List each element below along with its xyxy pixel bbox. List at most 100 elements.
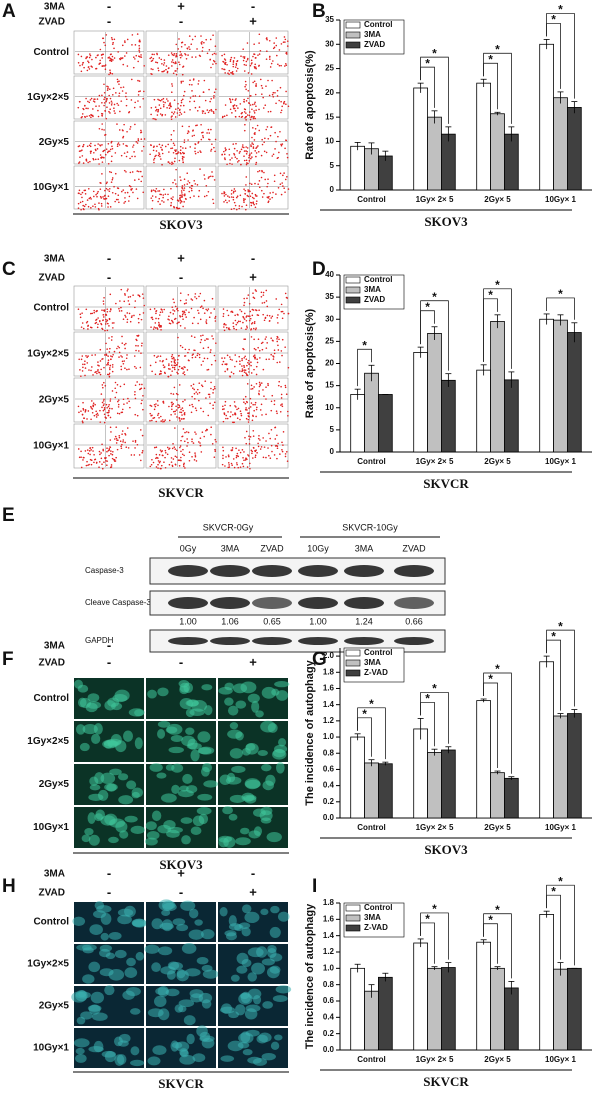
event-dot xyxy=(274,132,276,134)
event-dot xyxy=(266,196,268,198)
event-dot xyxy=(266,58,268,60)
lane-label: 0Gy xyxy=(180,543,197,553)
event-dot xyxy=(95,371,97,373)
event-dot xyxy=(180,202,182,204)
event-dot xyxy=(200,319,202,321)
event-dot xyxy=(249,463,251,465)
event-dot xyxy=(247,195,249,197)
event-dot xyxy=(225,324,227,326)
event-dot xyxy=(109,351,111,353)
event-dot xyxy=(97,54,99,56)
event-dot xyxy=(89,450,91,452)
event-dot xyxy=(204,80,206,82)
event-dot xyxy=(194,393,196,395)
image-tile xyxy=(146,986,216,1026)
event-dot xyxy=(277,445,279,447)
event-dot xyxy=(96,416,98,418)
image-tile xyxy=(74,76,145,120)
event-dot xyxy=(178,61,180,63)
bar xyxy=(351,394,365,452)
cell xyxy=(235,837,251,845)
event-dot xyxy=(197,393,199,395)
event-dot xyxy=(174,111,176,113)
event-dot xyxy=(182,185,184,187)
event-dot xyxy=(119,310,121,312)
event-dot xyxy=(116,442,118,444)
event-dot xyxy=(119,111,121,113)
event-dot xyxy=(262,314,264,316)
event-dot xyxy=(138,45,140,47)
event-dot xyxy=(109,112,111,114)
event-dot xyxy=(140,460,142,462)
treatment-name: ZVAD xyxy=(39,273,65,284)
event-dot xyxy=(171,134,173,136)
event-dot xyxy=(237,453,239,455)
event-dot xyxy=(119,437,121,439)
event-dot xyxy=(155,327,157,329)
cell xyxy=(186,708,195,717)
event-dot xyxy=(118,406,120,408)
event-dot xyxy=(108,455,110,457)
event-dot xyxy=(262,144,264,146)
event-dot xyxy=(152,417,154,419)
event-dot xyxy=(283,172,285,174)
event-dot xyxy=(173,130,175,132)
cell xyxy=(158,946,172,955)
event-dot xyxy=(246,151,248,153)
event-dot xyxy=(179,112,181,114)
event-dot xyxy=(274,400,276,402)
event-dot xyxy=(204,339,206,341)
event-dot xyxy=(201,451,203,453)
event-dot xyxy=(112,454,114,456)
event-dot xyxy=(231,196,233,198)
event-dot xyxy=(120,289,122,291)
event-dot xyxy=(233,328,235,330)
event-dot xyxy=(166,107,168,109)
event-dot xyxy=(88,198,90,200)
event-dot xyxy=(87,145,89,147)
event-dot xyxy=(237,107,239,109)
cell xyxy=(176,924,188,931)
event-dot xyxy=(137,138,139,140)
event-dot xyxy=(85,98,87,100)
bar xyxy=(378,977,392,1050)
event-dot xyxy=(255,456,257,458)
image-tile xyxy=(146,286,216,331)
event-dot xyxy=(137,33,139,35)
event-dot xyxy=(243,60,245,62)
event-dot xyxy=(179,384,181,386)
event-dot xyxy=(109,188,111,190)
event-dot xyxy=(142,395,144,397)
event-dot xyxy=(236,329,238,331)
treatment-sign: - xyxy=(107,654,111,669)
event-dot xyxy=(134,366,136,368)
event-dot xyxy=(97,158,99,160)
event-dot xyxy=(251,108,253,110)
cell xyxy=(114,1037,123,1047)
event-dot xyxy=(256,383,258,385)
event-dot xyxy=(103,83,105,85)
event-dot xyxy=(242,457,244,459)
event-dot xyxy=(166,65,168,67)
event-dot xyxy=(116,438,118,440)
event-dot xyxy=(129,196,131,198)
event-dot xyxy=(101,57,103,59)
event-dot xyxy=(137,80,139,82)
event-dot xyxy=(82,155,84,157)
event-dot xyxy=(98,365,100,367)
event-dot xyxy=(250,119,252,121)
event-dot xyxy=(119,300,121,302)
event-dot xyxy=(121,412,123,414)
event-dot xyxy=(280,65,282,67)
event-dot xyxy=(184,327,186,329)
event-dot xyxy=(164,62,166,64)
cell xyxy=(122,990,134,999)
event-dot xyxy=(124,348,126,350)
event-dot xyxy=(245,119,247,121)
event-dot xyxy=(177,107,179,109)
event-dot xyxy=(184,432,186,434)
cell xyxy=(94,723,103,734)
event-dot xyxy=(99,144,101,146)
event-dot xyxy=(265,457,267,459)
